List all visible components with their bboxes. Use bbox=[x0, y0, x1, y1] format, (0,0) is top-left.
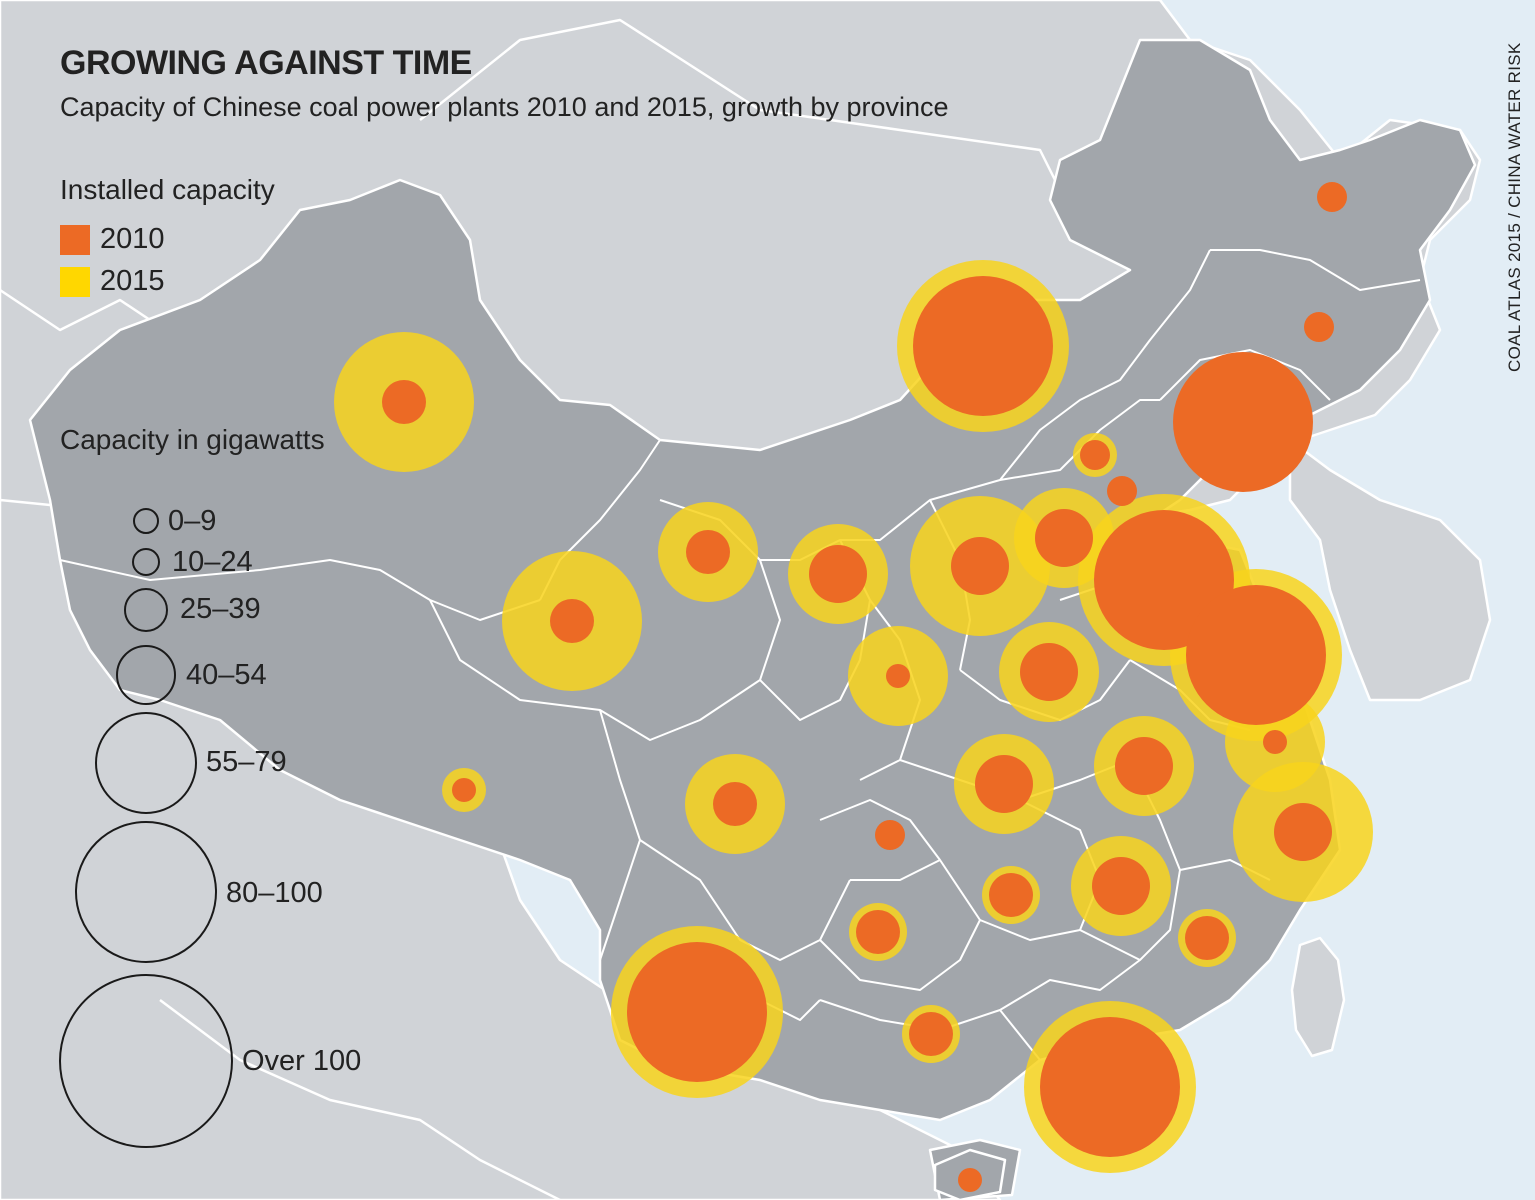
capacity-2010-circle bbox=[975, 755, 1033, 813]
page-title: GROWING AGAINST TIME bbox=[60, 44, 472, 82]
capacity-2010-circle bbox=[951, 537, 1009, 595]
size-class-label: 55–79 bbox=[206, 746, 287, 778]
source-credit: COAL ATLAS 2015 / CHINA WATER RISK bbox=[1505, 42, 1524, 372]
capacity-2010-circle bbox=[627, 942, 767, 1082]
capacity-2010-circle bbox=[958, 1168, 982, 1192]
legend-item-2015: 2015 bbox=[60, 265, 165, 298]
border-jilin-liaoning bbox=[1159, 349, 1331, 401]
capacity-2010-circle bbox=[1115, 737, 1173, 795]
capacity-markers bbox=[334, 182, 1373, 1192]
capacity-2010-circle bbox=[875, 820, 905, 850]
capacity-2010-circle bbox=[452, 778, 476, 802]
border-xinjiang-tibet bbox=[59, 559, 541, 621]
size-legend-circle bbox=[59, 974, 233, 1148]
capacity-2010-circle bbox=[713, 782, 757, 826]
capacity-2010-circle bbox=[989, 873, 1033, 917]
border-chongqing bbox=[819, 799, 941, 881]
capacity-2010-circle bbox=[1263, 730, 1287, 754]
capacity-2010-circle bbox=[1185, 916, 1229, 960]
border-guangdong bbox=[999, 959, 1141, 1011]
size-legend-circle bbox=[95, 712, 197, 814]
legend-swatch-2015 bbox=[60, 266, 90, 297]
capacity-2010-circle bbox=[1304, 312, 1334, 342]
capacity-2010-circle bbox=[686, 530, 730, 574]
size-legend-circle bbox=[132, 548, 160, 576]
border-hebei bbox=[999, 399, 1160, 481]
size-legend-circle bbox=[124, 588, 168, 632]
size-class-label: 0–9 bbox=[168, 505, 217, 537]
capacity-2010-circle bbox=[1107, 476, 1137, 506]
capacity-2010-circle bbox=[1020, 643, 1078, 701]
capacity-2010-circle bbox=[913, 276, 1053, 416]
capacity-2010-circle bbox=[909, 1012, 953, 1056]
border-guizhou bbox=[819, 859, 981, 991]
capacity-2010-circle bbox=[1092, 857, 1150, 915]
capacity-2010-circle bbox=[856, 910, 900, 954]
size-legend-heading: Capacity in gigawatts bbox=[60, 424, 325, 455]
capacity-2010-circle bbox=[886, 664, 910, 688]
capacity-2010-circle bbox=[382, 380, 426, 424]
legend-label-2015: 2015 bbox=[100, 265, 165, 297]
capacity-2010-circle bbox=[1080, 440, 1110, 470]
border-sichuan-yunnan bbox=[639, 839, 851, 961]
legend-label-2010: 2010 bbox=[100, 223, 165, 255]
size-legend-circle bbox=[116, 645, 176, 705]
capacity-2010-circle bbox=[809, 545, 867, 603]
size-legend-circle bbox=[133, 508, 159, 534]
subtitle: Capacity of Chinese coal power plants 20… bbox=[60, 92, 949, 122]
size-class-label: 40–54 bbox=[186, 659, 267, 691]
capacity-2010-circle bbox=[550, 599, 594, 643]
capacity-2010-circle bbox=[1274, 803, 1332, 861]
size-legend-circle bbox=[75, 821, 217, 963]
legend-item-2010: 2010 bbox=[60, 223, 165, 256]
capacity-2010-circle bbox=[1186, 585, 1326, 725]
korea bbox=[1288, 438, 1492, 702]
border-heilongjiang-jilin bbox=[1210, 249, 1421, 291]
capacity-2010-circle bbox=[1317, 182, 1347, 212]
size-class-label: 25–39 bbox=[180, 593, 261, 625]
size-legend bbox=[59, 508, 233, 1148]
size-class-label: Over 100 bbox=[242, 1045, 362, 1077]
india-border bbox=[159, 999, 561, 1200]
border-inner-mongolia bbox=[840, 249, 1211, 541]
taiwan bbox=[1290, 936, 1346, 1058]
legend-heading: Installed capacity bbox=[60, 174, 275, 205]
capacity-2010-circle bbox=[1173, 352, 1313, 492]
legend-swatch-2010 bbox=[60, 224, 90, 255]
size-class-label: 10–24 bbox=[172, 546, 253, 578]
series-2010 bbox=[382, 182, 1347, 1192]
size-class-label: 80–100 bbox=[226, 877, 323, 909]
capacity-2010-circle bbox=[1035, 509, 1093, 567]
capacity-2010-circle bbox=[1040, 1017, 1180, 1157]
mongolia-border bbox=[419, 18, 1082, 231]
